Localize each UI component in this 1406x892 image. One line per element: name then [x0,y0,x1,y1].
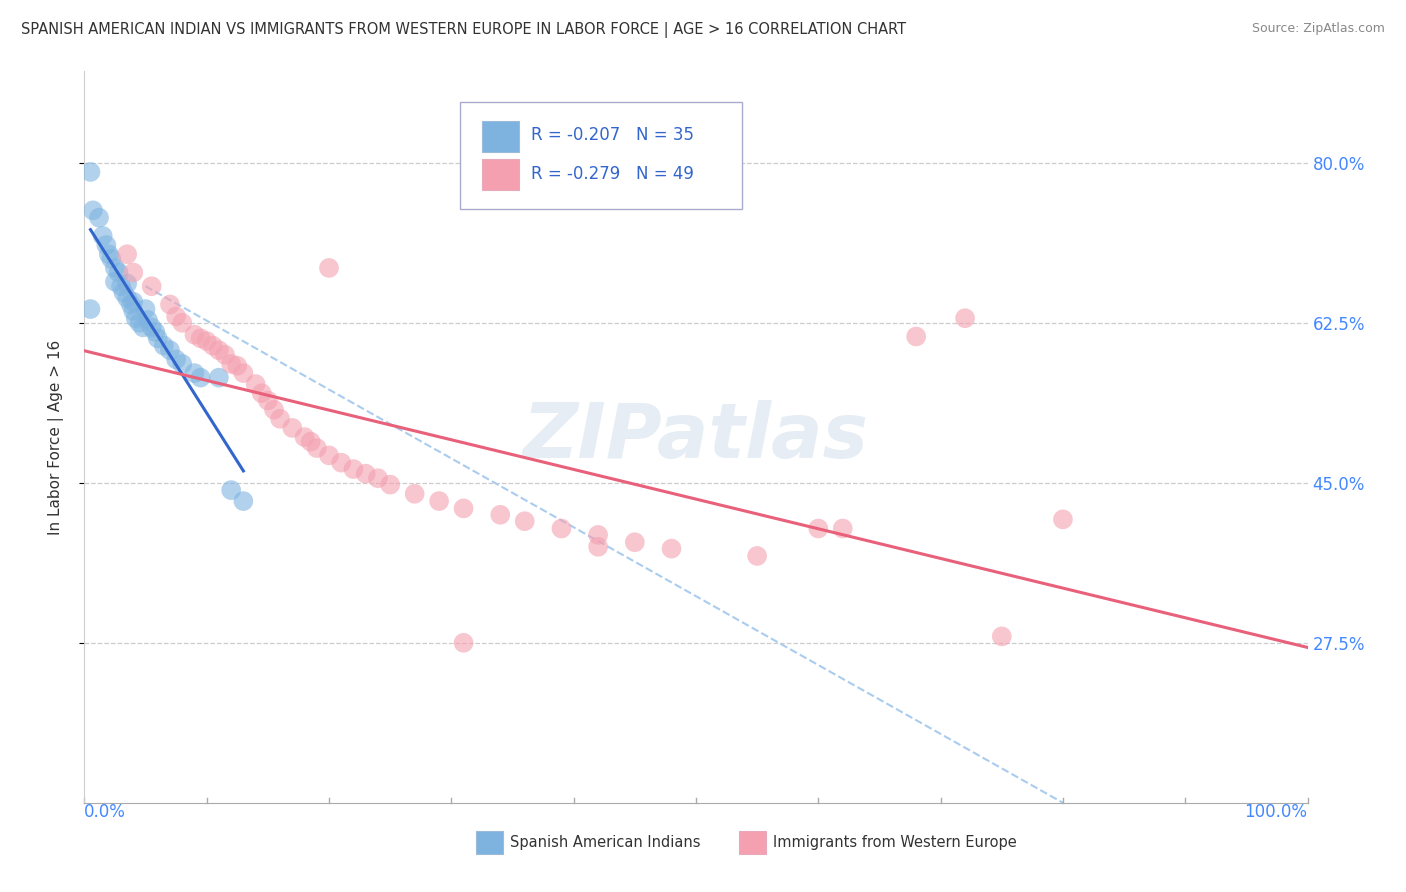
Point [122,266,145,280]
Point [586,528,609,542]
Point [807,521,830,535]
Point [120,297,142,311]
Text: Spanish American Indians: Spanish American Indians [510,835,700,850]
Point [342,462,364,476]
Point [190,331,212,345]
Point [136,313,159,327]
Point [453,636,475,650]
Point [183,366,205,380]
Point [122,304,145,318]
Point [214,348,236,362]
Point [104,275,127,289]
Point [219,483,242,497]
Point [79,301,101,317]
Text: Immigrants from Western Europe: Immigrants from Western Europe [773,835,1017,850]
Point [330,456,353,470]
Point [165,310,187,324]
Point [232,366,254,380]
Text: SPANISH AMERICAN INDIAN VS IMMIGRANTS FROM WESTERN EUROPE IN LABOR FORCE | AGE >: SPANISH AMERICAN INDIAN VS IMMIGRANTS FR… [21,22,907,38]
Point [905,329,928,343]
Point [112,285,135,300]
Point [141,320,163,334]
Point [404,487,426,501]
Point [367,471,389,485]
Point [453,501,475,516]
Point [82,203,104,218]
Point [122,294,145,309]
Point [135,301,157,317]
Point [141,279,163,293]
Point [87,211,110,225]
Point [299,434,322,449]
Point [586,540,609,554]
FancyBboxPatch shape [482,121,519,152]
Point [831,521,853,535]
Point [159,343,181,358]
Point [318,448,340,462]
FancyBboxPatch shape [482,159,519,190]
FancyBboxPatch shape [460,102,742,209]
Point [269,412,291,426]
Point [190,370,212,384]
Point [208,370,231,384]
Point [354,467,377,481]
Point [97,247,120,261]
Point [159,297,181,311]
Point [226,359,249,373]
Point [550,521,572,535]
Y-axis label: In Labor Force | Age > 16: In Labor Force | Age > 16 [48,340,63,534]
Point [380,477,402,491]
Point [427,494,450,508]
Point [195,334,218,348]
Point [747,549,769,563]
Text: 100.0%: 100.0% [1244,803,1308,821]
Point [318,260,340,275]
Point [96,238,118,252]
Point [79,165,101,179]
Point [305,441,328,455]
Point [172,316,194,330]
Text: R = -0.207   N = 35: R = -0.207 N = 35 [531,126,693,144]
Point [172,357,194,371]
Point [489,508,512,522]
FancyBboxPatch shape [475,830,503,854]
Point [128,316,150,330]
Point [208,343,231,358]
Point [661,541,683,556]
Point [110,279,132,293]
Point [146,331,169,345]
Text: R = -0.279   N = 49: R = -0.279 N = 49 [531,165,693,183]
Point [991,629,1014,643]
Point [115,277,138,291]
Point [107,266,129,280]
Text: Source: ZipAtlas.com: Source: ZipAtlas.com [1251,22,1385,36]
Point [100,252,122,266]
Point [624,535,647,549]
Point [250,386,273,401]
Point [115,247,138,261]
Point [143,325,166,339]
Point [183,327,205,342]
Point [257,393,280,408]
Point [115,291,138,305]
Point [263,402,285,417]
Point [165,352,187,367]
Point [1052,512,1074,526]
Point [201,338,224,352]
Point [281,421,304,435]
Point [125,311,148,326]
Text: ZIPatlas: ZIPatlas [523,401,869,474]
Point [245,377,267,392]
Point [232,494,254,508]
Point [153,338,176,352]
Point [294,430,316,444]
Point [953,311,976,326]
Point [104,260,127,275]
Point [219,357,242,371]
FancyBboxPatch shape [738,830,766,854]
Text: 0.0%: 0.0% [84,803,127,821]
Point [513,514,536,528]
Point [91,228,114,243]
Point [132,320,155,334]
